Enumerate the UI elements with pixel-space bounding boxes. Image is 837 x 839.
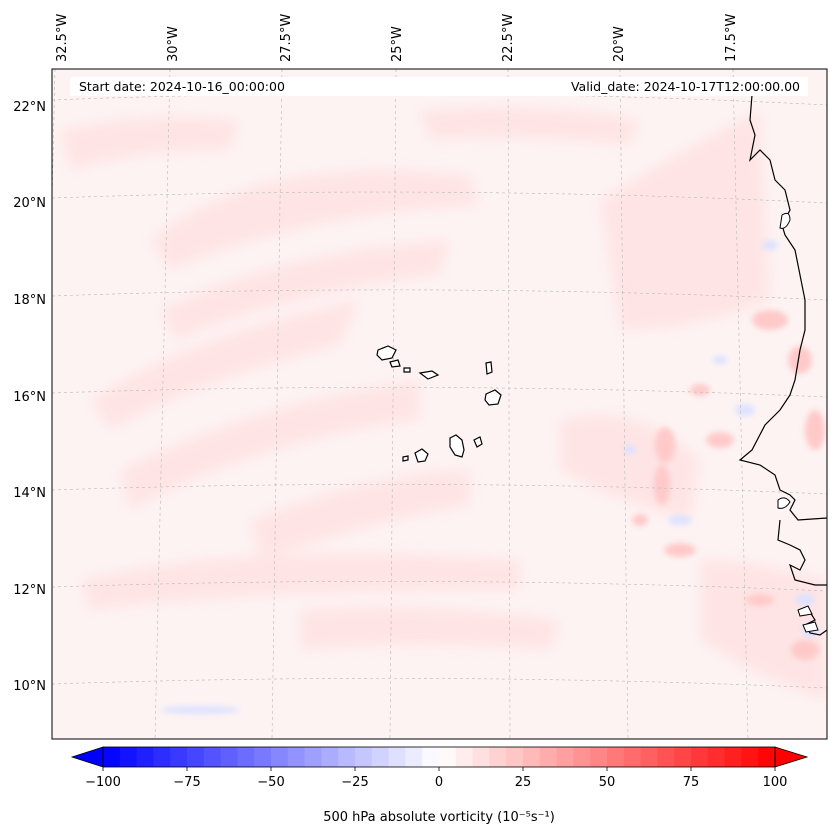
colorbar-segment	[455, 747, 473, 767]
colorbar-segment	[422, 747, 440, 767]
colorbar-min-arrow	[70, 746, 104, 768]
latitude-labels: 22°N 20°N 18°N 16°N 14°N 12°N 10°N	[13, 100, 46, 694]
lat-label: 12°N	[13, 583, 46, 598]
colorbar-tick-label: −50	[257, 775, 284, 790]
lon-label: 25°W	[390, 26, 405, 62]
colorbar-tick-label: −75	[173, 775, 200, 790]
lat-label: 16°N	[13, 390, 46, 405]
colorbar-segment	[237, 747, 255, 767]
colorbar-segment	[674, 747, 692, 767]
colorbar-segment	[304, 747, 322, 767]
colorbar-segment	[119, 747, 137, 767]
header-box	[70, 77, 808, 96]
colorbar-segment	[203, 747, 221, 767]
lat-label: 18°N	[13, 293, 46, 308]
colorbar-segment	[707, 747, 725, 767]
colorbar-segment	[287, 747, 305, 767]
colorbar-segment	[170, 747, 188, 767]
colorbar-segment	[220, 747, 238, 767]
colorbar-segment	[136, 747, 154, 767]
colorbar-tick-label: 25	[515, 775, 532, 790]
colorbar-segment	[254, 747, 272, 767]
colorbar-segment	[640, 747, 658, 767]
colorbar-segment	[623, 747, 641, 767]
valid-date-label: Valid_date: 2024-10-17T12:00:00.00	[571, 79, 800, 94]
map-panel: Start date: 2024-10-16_00:00:00 Valid_da…	[13, 14, 828, 740]
colorbar-segment	[321, 747, 339, 767]
lat-label: 10°N	[13, 679, 46, 694]
colorbar-segment	[691, 747, 709, 767]
colorbar-segment	[472, 747, 490, 767]
colorbar-segment	[103, 747, 121, 767]
colorbar-ticks: −100 −75 −50 −25 0 25 50 75 100	[85, 767, 787, 790]
lon-label: 27.5°W	[279, 14, 294, 62]
colorbar-tick-label: 0	[435, 775, 443, 790]
colorbar-segment	[758, 747, 776, 767]
colorbar-segment	[741, 747, 759, 767]
lon-label: 30°W	[166, 26, 181, 62]
lat-label: 22°N	[13, 100, 46, 115]
colorbar-segment	[338, 747, 356, 767]
start-date-label: Start date: 2024-10-16_00:00:00	[79, 79, 285, 94]
colorbar-segment	[371, 747, 389, 767]
colorbar-label: 500 hPa absolute vorticity (10⁻⁵s⁻¹)	[323, 810, 555, 825]
colorbar-segment	[724, 747, 742, 767]
lon-label: 20°W	[612, 26, 627, 62]
lon-label: 22.5°W	[501, 14, 516, 62]
colorbar-segment	[539, 747, 557, 767]
colorbar-segment	[657, 747, 675, 767]
colorbar-tick-label: −25	[341, 775, 368, 790]
colorbar-tick-label: 50	[599, 775, 616, 790]
colorbar-max-arrow	[774, 746, 809, 768]
colorbar-segment	[405, 747, 423, 767]
colorbar-segment	[573, 747, 591, 767]
colorbar-tick-label: 100	[763, 775, 788, 790]
lon-label: 32.5°W	[55, 14, 70, 62]
colorbar-tick-label: −100	[85, 775, 121, 790]
lon-label: 17.5°W	[724, 14, 739, 62]
longitude-labels: 32.5°W 30°W 27.5°W 25°W 22.5°W 20°W 17.5…	[55, 14, 739, 62]
colorbar-segment	[556, 747, 574, 767]
map-frame	[51, 68, 828, 740]
colorbar-segment	[153, 747, 171, 767]
colorbar-segment	[388, 747, 406, 767]
colorbar-segment	[355, 747, 373, 767]
lat-label: 14°N	[13, 486, 46, 501]
gridlines	[52, 69, 827, 739]
colorbar: −100 −75 −50 −25 0 25 50 75 100 500 hPa absolute…	[70, 746, 809, 825]
colorbar-segment	[506, 747, 524, 767]
coast-islands	[777, 212, 819, 633]
colorbar-segment	[489, 747, 507, 767]
cape-verde-islands	[376, 345, 502, 463]
colorbar-segment	[187, 747, 205, 767]
colorbar-segments	[103, 747, 776, 767]
colorbar-segment	[523, 747, 541, 767]
colorbar-segment	[439, 747, 457, 767]
colorbar-segment	[607, 747, 625, 767]
colorbar-tick-label: 75	[683, 775, 700, 790]
lat-label: 20°N	[13, 196, 46, 211]
colorbar-segment	[271, 747, 289, 767]
colorbar-segment	[590, 747, 608, 767]
